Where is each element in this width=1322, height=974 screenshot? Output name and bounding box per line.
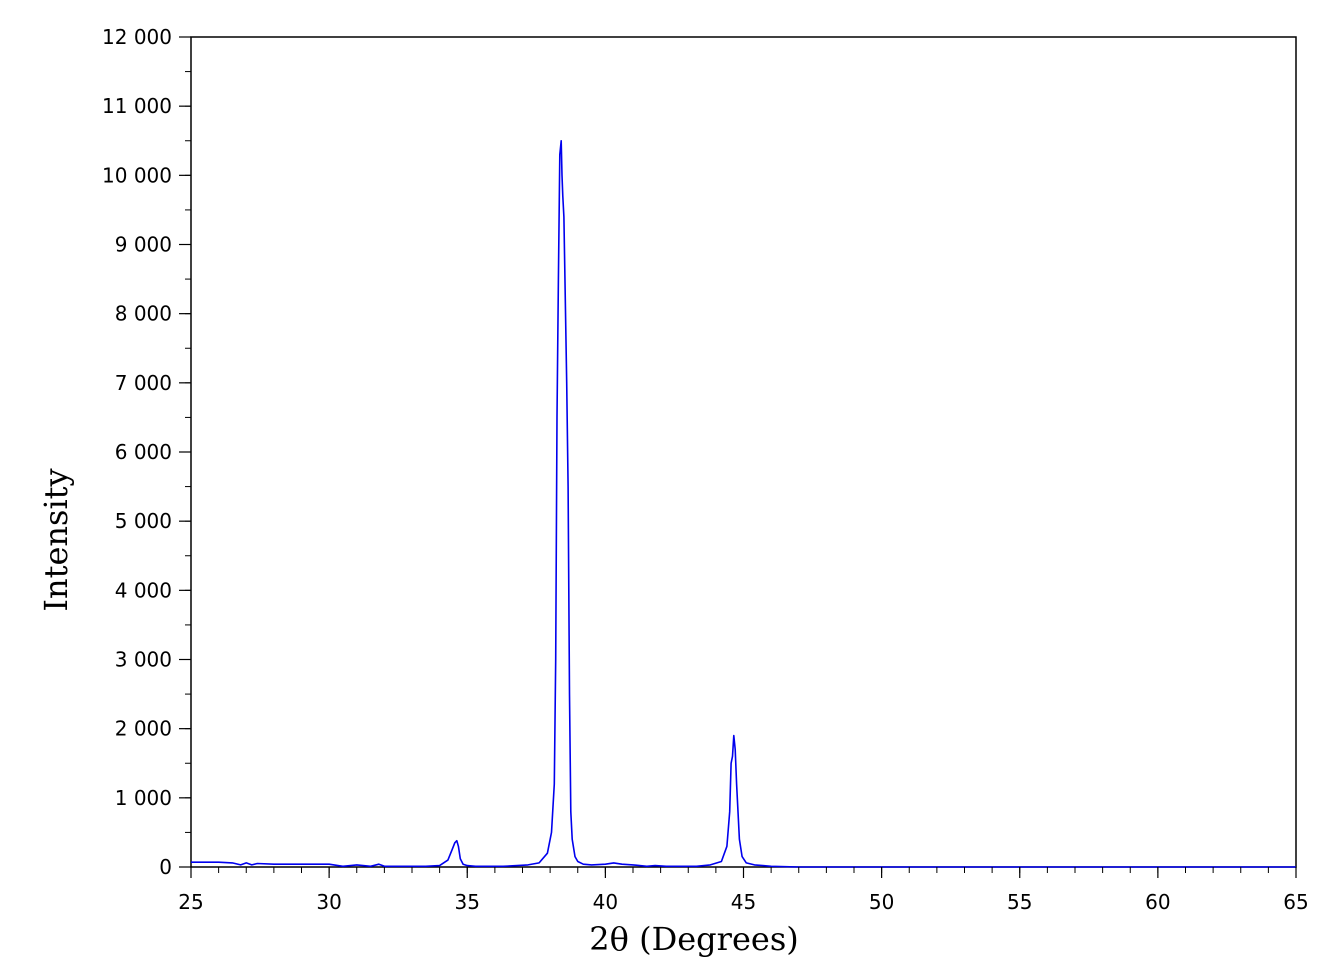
y-tick-label: 4 000 bbox=[115, 578, 172, 602]
x-tick-label: 35 bbox=[455, 890, 480, 914]
plot-area bbox=[190, 36, 1297, 868]
y-tick-label: 3 000 bbox=[115, 648, 172, 672]
y-tick-label: 10 000 bbox=[102, 163, 172, 187]
y-tick-label: 9 000 bbox=[115, 233, 172, 257]
y-tick-label: 1 000 bbox=[115, 786, 172, 810]
y-tick-label: 7 000 bbox=[115, 371, 172, 395]
x-tick-label: 40 bbox=[593, 890, 618, 914]
y-tick-label: 12 000 bbox=[102, 25, 172, 49]
plot-frame bbox=[190, 36, 1297, 868]
y-axis: 0 1 000 2 000 3 000 4 000 5 000 6 000 7 000 8 00… bbox=[102, 25, 191, 879]
y-tick-label: 8 000 bbox=[115, 302, 172, 326]
x-tick-label: 30 bbox=[316, 890, 341, 914]
x-tick-label: 60 bbox=[1145, 890, 1170, 914]
y-tick-label: 0 bbox=[159, 855, 172, 879]
series-line-0 bbox=[191, 140, 1296, 868]
y-tick-label: 11 000 bbox=[102, 94, 172, 118]
x-axis: 25 30 35 40 45 50 55 60 65 bbox=[178, 867, 1309, 914]
y-tick-label: 2 000 bbox=[115, 717, 172, 741]
x-tick-label: 50 bbox=[869, 890, 894, 914]
x-tick-label: 25 bbox=[178, 890, 203, 914]
y-axis-title: Intensity bbox=[37, 468, 75, 611]
x-tick-label: 55 bbox=[1007, 890, 1032, 914]
y-tick-label: 6 000 bbox=[115, 440, 172, 464]
x-axis-title: 2θ (Degrees) bbox=[589, 920, 798, 958]
x-tick-label: 65 bbox=[1283, 890, 1308, 914]
y-tick-label: 5 000 bbox=[115, 509, 172, 533]
x-tick-label: 45 bbox=[731, 890, 756, 914]
